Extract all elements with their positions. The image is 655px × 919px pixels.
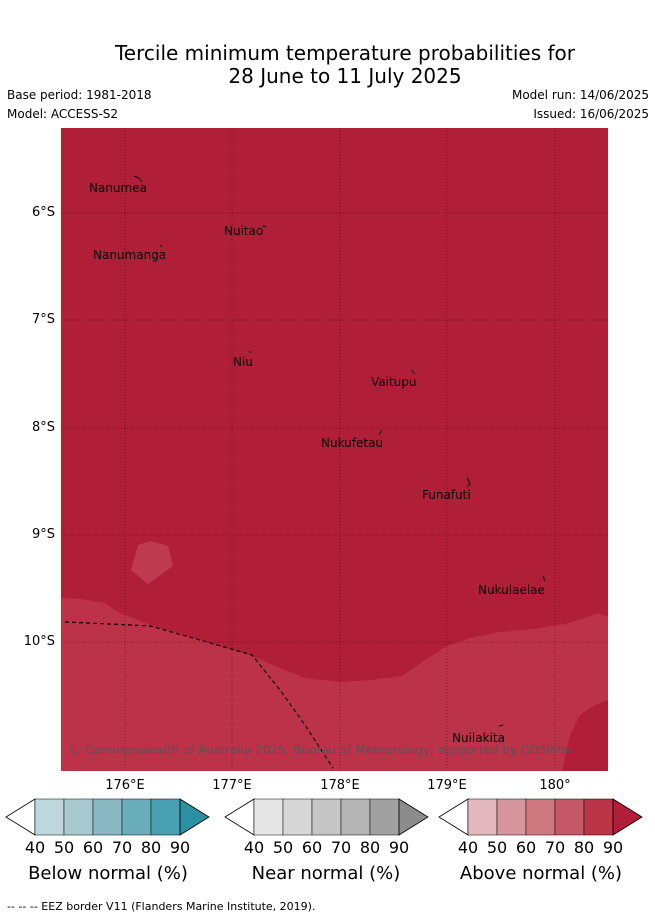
colorbar-tick-label: 70	[111, 838, 133, 857]
colorbar-above-normal	[438, 798, 643, 836]
colorbar-segment	[340, 798, 371, 836]
lat-label-7s: 7°S	[31, 312, 55, 327]
place-label-nanumea: Nanumea	[89, 181, 147, 195]
colorbar-extend-low	[5, 798, 36, 836]
colorbar-tick-label: 40	[243, 838, 265, 857]
chart-title-line2: 28 June to 11 July 2025	[228, 64, 462, 88]
lat-label-8s: 8°S	[31, 420, 55, 435]
colorbar-segment	[253, 798, 284, 836]
colorbar-extend-high	[398, 798, 429, 836]
issued-label: Issued: 16/06/2025	[533, 107, 649, 121]
place-label-vaitupu: Vaitupu	[371, 375, 417, 389]
colorbar-extend-low	[224, 798, 255, 836]
colorbar-title-above-normal: Above normal (%)	[459, 863, 623, 884]
colorbar-tick-label: 80	[573, 838, 595, 857]
colorbar-tick-label: 70	[330, 838, 352, 857]
lon-label-179e: 179°E	[427, 778, 467, 793]
place-label-nuilakita: Nuilakita	[452, 731, 505, 745]
colorbar-tick-label: 60	[515, 838, 537, 857]
lower-probability-patch	[131, 541, 173, 584]
colorbar-segment	[554, 798, 585, 836]
colorbar-near-normal	[224, 798, 429, 836]
colorbar-tick-label: 50	[486, 838, 508, 857]
model-run-label: Model run: 14/06/2025	[511, 88, 649, 102]
colorbar-tick-label: 60	[301, 838, 323, 857]
place-label-nukulaelae: Nukulaelae	[478, 583, 545, 597]
copyright-notice: © Commonwealth of Australia 2025, Bureau…	[69, 743, 574, 757]
place-label-funafuti: Funafuti	[422, 488, 471, 502]
base-period-label: Base period: 1981-2018	[7, 88, 152, 102]
chart-title-line1: Tercile minimum temperature probabilitie…	[114, 41, 576, 65]
colorbar-tick-label: 80	[359, 838, 381, 857]
place-label-nukufetau: Nukufetau	[321, 436, 383, 450]
island-nuitao-outline	[262, 225, 267, 228]
eez-border	[64, 621, 334, 769]
island-nanumanga-outline	[159, 244, 163, 248]
islands	[133, 175, 546, 727]
place-label-nuitao: Nuitao	[224, 224, 263, 238]
colorbar-segment	[583, 798, 614, 836]
colorbar-segment	[467, 798, 498, 836]
colorbar-tick-label: 90	[169, 838, 191, 857]
place-label-niu: Niu	[233, 355, 253, 369]
colorbar-tick-label: 80	[140, 838, 162, 857]
lon-label-180: 180°	[539, 778, 571, 793]
colorbar-tick-label: 70	[544, 838, 566, 857]
lon-label-178e: 178°E	[320, 778, 360, 793]
colorbar-segment	[34, 798, 65, 836]
colorbar-tick-label: 40	[24, 838, 46, 857]
lon-label-176e: 176°E	[105, 778, 145, 793]
island-nukulaelae-outline	[542, 575, 546, 582]
lat-label-10s: 10°S	[23, 634, 55, 649]
colorbar-segment	[496, 798, 527, 836]
colorbar-segment	[150, 798, 181, 836]
gridlines	[61, 128, 608, 771]
colorbar-extend-low	[438, 798, 469, 836]
colorbar-segment	[369, 798, 400, 836]
island-nuilakita-outline	[498, 724, 504, 727]
colorbar-title-near-normal: Near normal (%)	[251, 863, 401, 884]
colorbar-segment	[121, 798, 152, 836]
colorbar-segment	[525, 798, 556, 836]
colorbar-tick-label: 50	[272, 838, 294, 857]
colorbar-tick-label: 60	[82, 838, 104, 857]
lat-label-9s: 9°S	[31, 527, 55, 542]
colorbar-title-below-normal: Below normal (%)	[28, 863, 188, 884]
island-funafuti-outline	[466, 476, 471, 488]
colorbar-tick-label: 90	[388, 838, 410, 857]
lat-label-6s: 6°S	[31, 205, 55, 220]
colorbar-extend-high	[612, 798, 643, 836]
lower-probability-region	[61, 598, 608, 771]
colorbar-extend-high	[179, 798, 210, 836]
colorbar-segment	[311, 798, 342, 836]
island-nukufetau-outline	[378, 429, 383, 436]
model-label: Model: ACCESS-S2	[7, 107, 119, 121]
place-label-nanumanga: Nanumanga	[93, 248, 166, 262]
colorbar-segment	[63, 798, 94, 836]
island-vaitupu-outline	[410, 369, 416, 375]
lon-label-177e: 177°E	[212, 778, 252, 793]
colorbar-tick-label: 90	[602, 838, 624, 857]
colorbar-tick-label: 50	[53, 838, 75, 857]
eez-border-footnote: -- -- -- EEZ border V11 (Flanders Marine…	[7, 900, 316, 913]
island-niu-outline	[248, 350, 252, 354]
colorbar-tick-label: 40	[457, 838, 479, 857]
colorbar-below-normal	[5, 798, 210, 836]
island-nanumea-outline	[133, 175, 143, 183]
colorbar-segment	[282, 798, 313, 836]
colorbar-segment	[92, 798, 123, 836]
